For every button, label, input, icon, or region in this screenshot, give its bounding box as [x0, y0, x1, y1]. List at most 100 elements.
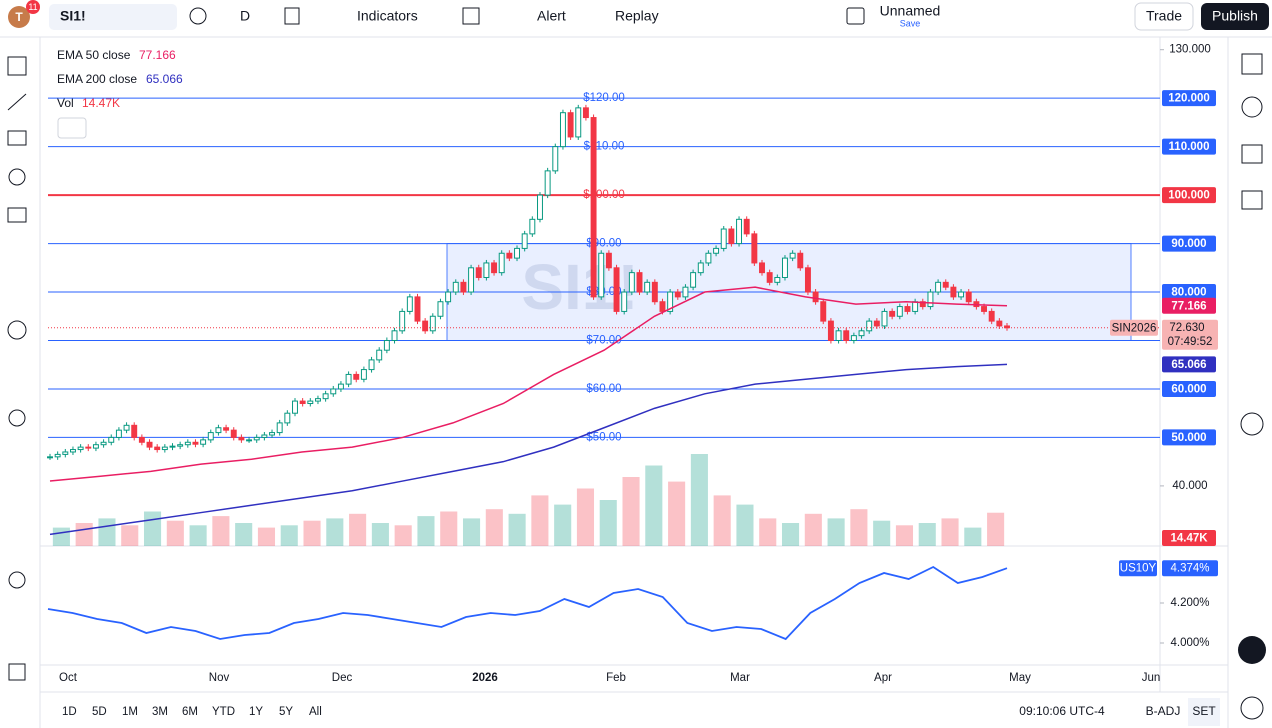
layouts[interactable] — [462, 7, 480, 25]
tool[interactable] — [1240, 696, 1264, 720]
candle-body — [269, 432, 275, 436]
tool[interactable] — [7, 93, 27, 111]
ema-price-label-bg — [1162, 297, 1216, 314]
tool[interactable] — [8, 409, 26, 427]
tool[interactable] — [8, 571, 26, 589]
range-button[interactable]: 6M — [182, 706, 198, 718]
candle-body — [981, 306, 988, 312]
candle-body — [782, 257, 788, 278]
layout-icon[interactable] — [846, 7, 865, 25]
range-button[interactable]: 5Y — [279, 706, 293, 718]
right-toolbar — [1227, 37, 1266, 728]
candle-body — [697, 262, 704, 274]
range-button[interactable]: All — [309, 706, 322, 718]
avatar-letter: T — [15, 10, 23, 24]
x-tick-label: Nov — [209, 672, 230, 684]
tool[interactable] — [1238, 636, 1266, 664]
price-label-bg — [1162, 380, 1216, 397]
x-tick-label: Apr — [874, 672, 892, 684]
tool[interactable] — [7, 207, 27, 223]
candle-body — [575, 107, 582, 138]
candle-body — [307, 400, 314, 405]
x-tick-label: Feb — [606, 672, 626, 684]
volume-bar — [394, 525, 412, 546]
candle-body — [383, 339, 390, 351]
range-button[interactable]: YTD — [212, 706, 235, 718]
candle-body — [200, 439, 207, 445]
tool[interactable] — [7, 56, 27, 76]
volume-bar — [235, 523, 253, 546]
price-label: 110.000 — [1169, 141, 1210, 153]
legend-name: EMA 200 close — [57, 72, 137, 86]
candle-body — [881, 310, 888, 327]
replay[interactable]: Replay — [615, 8, 659, 24]
us10y-line — [47, 565, 1008, 641]
tool[interactable] — [1240, 412, 1264, 436]
line-label: $70.00 — [586, 335, 621, 347]
tool[interactable] — [1241, 96, 1263, 118]
volume-bar — [554, 504, 572, 546]
volume-bar — [713, 495, 731, 546]
publish-button[interactable] — [1201, 3, 1269, 30]
range-button[interactable]: 1D — [62, 706, 77, 718]
x-tick-label: 2026 — [472, 672, 498, 684]
adjust[interactable]: B-ADJ — [1146, 704, 1181, 718]
tool[interactable] — [8, 663, 26, 681]
y-tick-label: 130.000 — [1169, 44, 1211, 56]
volume-bar — [690, 454, 708, 546]
candle-body — [659, 301, 666, 312]
save[interactable]: Save — [900, 18, 921, 28]
indicators[interactable]: Indicators — [357, 8, 418, 24]
avatar[interactable] — [8, 6, 30, 28]
volume-bar — [257, 527, 276, 546]
volume-bar — [804, 513, 822, 546]
layout-name[interactable]: Unnamed — [880, 3, 941, 19]
candle-body — [468, 267, 475, 293]
publish: Publish — [1212, 8, 1258, 24]
range-button[interactable]: 5D — [92, 706, 107, 718]
volume-bar — [75, 523, 93, 546]
line-label: $60.00 — [586, 383, 621, 395]
chart-type[interactable] — [284, 7, 300, 25]
alert[interactable]: Alert — [537, 8, 566, 24]
volume-bar — [987, 512, 1005, 546]
price-label-bg — [1162, 90, 1216, 107]
tool[interactable] — [7, 130, 27, 146]
candle-body — [483, 262, 490, 278]
tool[interactable] — [1241, 190, 1263, 210]
candle-body — [299, 400, 306, 405]
tool[interactable] — [1241, 53, 1263, 75]
volume-label-bg — [1162, 530, 1216, 546]
tool[interactable] — [7, 320, 27, 340]
add-symbol[interactable] — [189, 7, 207, 25]
candle-body — [751, 233, 758, 264]
volume-bar — [440, 511, 458, 546]
volume-bar — [166, 520, 184, 546]
tool[interactable] — [1241, 144, 1263, 164]
session[interactable]: SET — [1192, 704, 1216, 718]
price-label: 50.000 — [1171, 432, 1206, 444]
y-tick-label: 4.000% — [1170, 637, 1209, 649]
candle-body — [322, 393, 329, 400]
tool[interactable] — [8, 168, 26, 186]
candle-body — [246, 439, 253, 442]
last-price: 72.630 — [1169, 322, 1204, 334]
candle-body — [843, 330, 850, 341]
symbol-search[interactable] — [49, 4, 177, 30]
legend-value: 14.47K — [82, 96, 120, 110]
volume-bar — [531, 495, 549, 546]
trade-button[interactable] — [1134, 2, 1194, 31]
ema-price-label-bg — [1162, 356, 1216, 373]
range-button[interactable]: 1Y — [249, 706, 263, 718]
ema-price-label: 65.066 — [1171, 359, 1206, 371]
candle-body — [942, 281, 949, 288]
collapse-legend[interactable] — [57, 117, 87, 139]
candle-body — [475, 267, 482, 278]
interval[interactable]: D — [240, 8, 250, 24]
range-button[interactable]: 3M — [152, 706, 168, 718]
candle-body — [85, 446, 92, 449]
candle-body — [131, 424, 138, 438]
range-button[interactable]: 1M — [122, 706, 138, 718]
candle-body — [414, 296, 421, 322]
